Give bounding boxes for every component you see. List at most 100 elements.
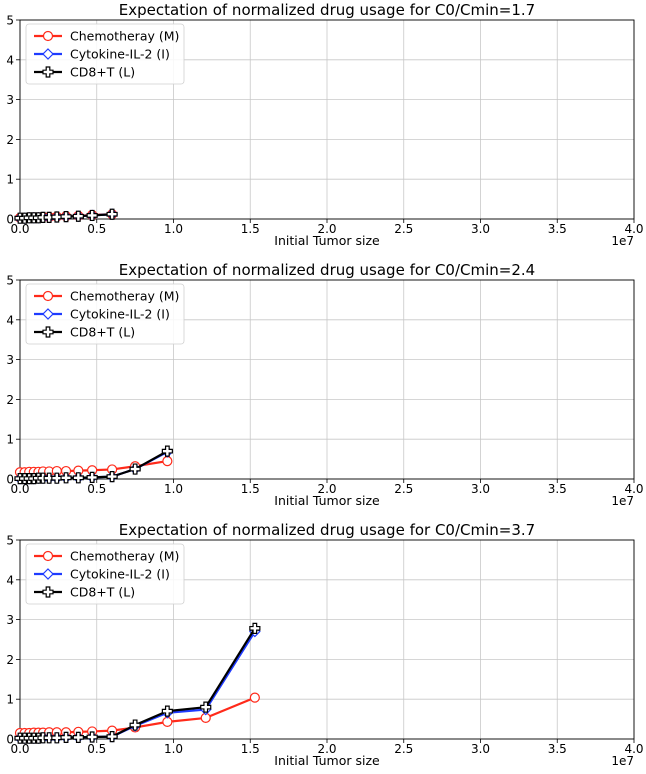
data-point [106,208,118,220]
chart-title: Expectation of normalized drug usage for… [119,1,535,19]
legend-box [25,543,185,605]
x-tick-label: 2.0 [317,482,336,496]
data-point [86,209,98,222]
data-point [106,471,118,483]
y-tick-label: 5 [6,14,14,28]
x-tick-label: 2.0 [317,222,336,236]
legend: Chemotheray (M) Cytokine-IL-2 (I) CD8+T (L… [25,543,185,605]
legend-label: Cytokine-IL-2 (I) [70,567,170,582]
legend-label: CD8+T (L) [70,325,135,340]
y-tick-label: 5 [6,274,14,288]
y-tick-label: 4 [6,313,14,327]
x-tick-label: 3.5 [548,482,567,496]
legend-label: Cytokine-IL-2 (I) [70,307,170,322]
x-tick-label: 1.0 [164,742,183,756]
data-point [249,692,260,703]
x-tick-label: 0.5 [87,482,106,496]
data-point [51,211,63,223]
chart-title: Expectation of normalized drug usage for… [119,521,535,539]
y-tick-label: 1 [6,173,14,187]
data-point [43,732,55,744]
legend-marker [42,290,54,302]
y-tick-label: 1 [6,433,14,447]
series-3 [14,445,173,485]
legend-marker [42,326,54,338]
y-tick-label: 3 [6,93,14,107]
x-tick-label: 0.0 [10,222,29,236]
x-offset-label: 1e7 [611,494,634,508]
series-3 [14,208,118,224]
legend-box [25,283,185,345]
legend-label: Chemotheray (M) [70,289,179,304]
data-point [43,211,55,224]
y-tick-label: 2 [6,393,14,407]
legend-label: CD8+T (L) [70,585,135,600]
data-point [60,472,72,484]
x-tick-label: 0.0 [10,742,29,756]
y-tick-label: 0 [6,473,14,487]
legend-label: Chemotheray (M) [70,29,179,44]
x-tick-label: 4.0 [624,222,643,236]
subplot-2: Expectation of normalized drug usage for… [6,261,643,508]
legend-label: Cytokine-IL-2 (I) [70,47,170,62]
x-tick-label: 3.0 [471,482,490,496]
x-tick-label: 3.5 [548,222,567,236]
x-tick-label: 0.0 [10,482,29,496]
y-tick-label: 0 [6,733,14,747]
data-point [51,732,63,744]
data-point [200,701,212,713]
x-tick-label: 1.0 [164,222,183,236]
data-point [72,731,84,744]
legend-marker [42,550,54,562]
y-tick-label: 2 [6,653,14,667]
x-tick-label: 1.0 [164,482,183,496]
legend-marker [42,66,54,78]
x-tick-label: 1.5 [241,742,260,756]
subplot-1: Expectation of normalized drug usage for… [6,1,643,248]
data-point [161,445,173,457]
y-tick-label: 3 [6,353,14,367]
x-offset-label: 1e7 [611,234,634,248]
y-tick-label: 2 [6,133,14,147]
x-tick-label: 2.5 [394,482,413,496]
y-tick-label: 4 [6,53,14,67]
legend-marker [42,568,54,580]
x-axis-label: Initial Tumor size [274,753,380,768]
data-point [72,210,84,222]
data-point [86,471,98,484]
x-axis-label: Initial Tumor size [274,233,380,248]
x-tick-label: 3.5 [548,742,567,756]
data-point [161,705,173,717]
legend-label: CD8+T (L) [70,65,135,80]
legend: Chemotheray (M) Cytokine-IL-2 (I) CD8+T (L… [25,283,185,345]
series-3 [14,622,261,744]
data-point [72,472,84,484]
data-point [86,731,98,743]
data-point [60,211,72,223]
y-tick-label: 5 [6,534,14,548]
chart-title: Expectation of normalized drug usage for… [119,261,535,279]
x-tick-label: 4.0 [624,482,643,496]
legend-label: Chemotheray (M) [70,549,179,564]
legend: Chemotheray (M) Cytokine-IL-2 (I) CD8+T (L… [25,23,185,85]
data-point [51,472,63,484]
x-tick-label: 4.0 [624,742,643,756]
x-tick-label: 2.5 [394,742,413,756]
legend-marker [42,30,54,42]
data-point [60,731,72,744]
x-tick-label: 3.0 [471,742,490,756]
y-tick-label: 4 [6,573,14,587]
data-point [162,455,173,467]
x-tick-label: 0.5 [87,742,106,756]
x-tick-label: 2.0 [317,742,336,756]
x-tick-label: 2.5 [394,222,413,236]
data-point [129,463,141,475]
x-offset-label: 1e7 [611,754,634,768]
series-1 [14,692,260,739]
legend-box [25,23,185,85]
data-point [106,731,118,743]
data-point [249,622,261,634]
x-tick-label: 1.5 [241,222,260,236]
x-tick-label: 3.0 [471,222,490,236]
